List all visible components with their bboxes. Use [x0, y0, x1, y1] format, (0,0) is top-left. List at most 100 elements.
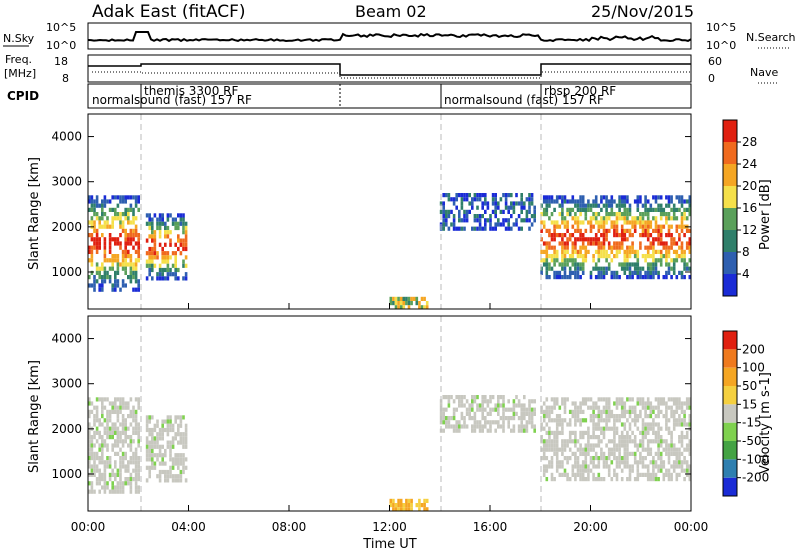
velocity-cell	[132, 418, 135, 423]
velocity-cell	[561, 439, 564, 444]
power-cell	[607, 266, 611, 271]
velocity-cell	[465, 407, 469, 412]
power-cell	[88, 275, 91, 280]
velocity-cell	[156, 419, 159, 424]
velocity-cell	[502, 399, 505, 404]
velocity-cell	[90, 401, 94, 406]
velocity-cell	[589, 397, 593, 402]
velocity-cell	[465, 399, 469, 404]
velocity-cell	[106, 447, 109, 452]
power-cell	[568, 266, 572, 271]
velocity-cell	[528, 399, 531, 404]
power-cell	[610, 199, 614, 204]
power-cell	[631, 220, 634, 225]
velocity-cell	[613, 439, 616, 444]
power-cell	[114, 254, 117, 259]
power-cell	[633, 220, 637, 225]
velocity-cell	[623, 456, 627, 461]
velocity-cell	[636, 397, 640, 402]
power-cell	[563, 258, 567, 263]
power-cell	[571, 207, 575, 212]
velocity-cell	[571, 472, 575, 477]
power-cell	[161, 213, 164, 218]
velocity-cell	[548, 435, 551, 440]
power-cell	[680, 254, 684, 259]
velocity-cell	[124, 468, 127, 473]
velocity-ytick-label: 3000	[51, 377, 82, 391]
power-cell	[540, 237, 543, 242]
velocity-cell	[101, 397, 104, 402]
power-cell	[644, 254, 647, 259]
power-cell	[158, 221, 162, 226]
velocity-cell	[174, 461, 177, 466]
velocity-cell	[450, 395, 453, 400]
power-cell	[124, 270, 127, 275]
velocity-cell	[652, 409, 655, 414]
velocity-cell	[129, 456, 133, 461]
velocity-cell	[675, 397, 679, 402]
velocity-cell	[494, 403, 497, 408]
velocity-cell	[649, 439, 653, 444]
power-cell	[574, 220, 577, 225]
velocity-cell	[164, 478, 167, 483]
velocity-cell	[649, 477, 653, 482]
velocity-cell	[103, 460, 107, 465]
power-cell	[481, 214, 484, 219]
velocity-cell	[542, 418, 546, 423]
velocity-cell	[127, 414, 130, 419]
power-cell	[533, 214, 536, 219]
power-cell	[652, 245, 655, 250]
power-cell	[597, 245, 601, 250]
velocity-cell	[584, 401, 588, 406]
velocity-cell	[528, 407, 531, 412]
velocity-cell	[523, 411, 526, 416]
velocity-cell	[563, 401, 567, 406]
velocity-cell	[151, 453, 154, 458]
power-cell	[502, 218, 505, 223]
power-cell	[177, 221, 180, 226]
power-cell	[164, 259, 167, 264]
power-cell	[407, 305, 411, 310]
power-cell	[576, 199, 580, 204]
power-cell	[649, 207, 653, 212]
velocity-cell	[121, 464, 125, 469]
power-cell	[574, 228, 577, 233]
velocity-cell	[177, 440, 180, 445]
velocity-cell	[476, 407, 479, 412]
velocity-cell	[507, 399, 510, 404]
velocity-cell	[670, 451, 673, 456]
velocity-cell	[641, 430, 645, 435]
power-cell	[148, 213, 151, 218]
velocity-cell	[520, 403, 523, 408]
power-colorbar-swatch	[723, 252, 737, 274]
power-cell	[633, 199, 637, 204]
velocity-cell	[636, 472, 640, 477]
power-cell	[510, 205, 513, 210]
velocity-cell	[134, 422, 138, 427]
velocity-cell	[548, 443, 551, 448]
velocity-cell	[151, 448, 154, 454]
velocity-cell	[95, 414, 99, 419]
power-cell	[166, 272, 170, 277]
velocity-cell	[497, 399, 500, 404]
velocity-cell	[127, 443, 130, 448]
power-cell	[90, 270, 94, 275]
velocity-cell	[605, 422, 608, 427]
power-cell	[512, 222, 516, 227]
velocity-cell	[649, 405, 653, 410]
velocity-cell	[626, 456, 629, 461]
velocity-cell	[182, 444, 185, 449]
velocity-cell	[460, 416, 464, 421]
power-cell	[579, 233, 582, 238]
velocity-cell	[672, 401, 676, 406]
velocity-cell	[515, 403, 518, 408]
power-cell	[639, 241, 642, 246]
velocity-cell	[458, 395, 461, 400]
velocity-cell	[688, 477, 692, 482]
velocity-cell	[579, 477, 582, 482]
power-cell	[103, 266, 107, 271]
power-cell	[594, 266, 598, 271]
power-cell	[615, 212, 619, 217]
velocity-cell	[605, 397, 608, 402]
velocity-cell	[649, 401, 653, 406]
